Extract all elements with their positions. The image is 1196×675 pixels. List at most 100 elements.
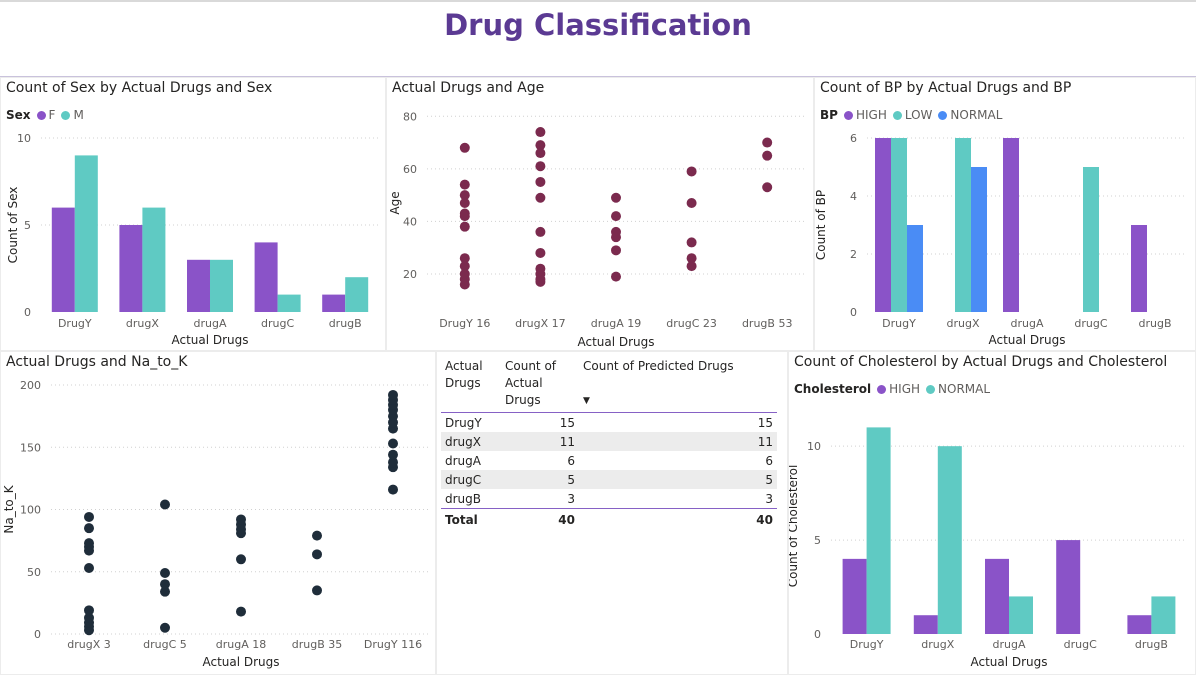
scatter-point[interactable]: [84, 612, 94, 623]
panel-drug-table[interactable]: Actual Drugs Count of Actual Drugs Count…: [436, 351, 788, 675]
scatter-point[interactable]: [236, 606, 246, 617]
scatter-point[interactable]: [459, 179, 470, 190]
scatter-point[interactable]: [686, 253, 697, 264]
scatter-point[interactable]: [459, 221, 470, 232]
scatter-point[interactable]: [762, 137, 773, 148]
scatter-point[interactable]: [84, 511, 94, 522]
scatter-point[interactable]: [388, 457, 398, 468]
bar-low-drugx[interactable]: [955, 138, 971, 312]
scatter-point[interactable]: [388, 449, 398, 460]
scatter-point[interactable]: [535, 176, 546, 187]
bar-high-drugx[interactable]: [913, 615, 938, 634]
bar-high-drugy[interactable]: [875, 138, 891, 312]
y-tick-label: 6: [850, 132, 857, 145]
legend-item-high[interactable]: HIGH: [877, 382, 920, 396]
legend-item-normal[interactable]: NORMAL: [926, 382, 990, 396]
bar-normal-drugx[interactable]: [971, 167, 987, 312]
bar-m-druga[interactable]: [210, 259, 233, 312]
col-header-count-actual[interactable]: Count of Actual Drugs: [505, 359, 557, 407]
scatter-point[interactable]: [84, 563, 94, 574]
bar-high-druga[interactable]: [1003, 138, 1019, 312]
scatter-point[interactable]: [611, 192, 621, 203]
bar-high-drugb[interactable]: [1131, 225, 1147, 312]
col-header-count-predicted[interactable]: Count of Predicted Drugs ▼: [579, 356, 777, 413]
scatter-point[interactable]: [459, 190, 470, 201]
scatter-point[interactable]: [160, 586, 170, 597]
panel-nak-chart[interactable]: Actual Drugs and Na_to_K 0 50 100 150 200 dru…: [0, 351, 436, 675]
scatter-point[interactable]: [535, 247, 546, 258]
scatter-point[interactable]: [459, 142, 470, 153]
bar-m-drugx[interactable]: [142, 207, 166, 312]
scatter-point[interactable]: [535, 192, 546, 203]
scatter-point[interactable]: [84, 605, 94, 616]
bar-normal-drugb[interactable]: [1151, 596, 1176, 634]
scatter-point[interactable]: [459, 253, 470, 264]
bar-f-drugb[interactable]: [322, 294, 346, 312]
scatter-point[interactable]: [535, 161, 546, 172]
bar-high-druga[interactable]: [985, 558, 1009, 634]
scatter-point[interactable]: [160, 579, 170, 590]
scatter-point[interactable]: [535, 127, 546, 138]
scatter-point[interactable]: [84, 523, 94, 534]
panel-bp-chart[interactable]: Count of BP by Actual Drugs and BP BP HI…: [814, 77, 1196, 351]
scatter-point[interactable]: [611, 245, 621, 256]
scatter-point[interactable]: [459, 268, 470, 279]
scatter-point[interactable]: [312, 530, 322, 541]
scatter-point[interactable]: [160, 499, 170, 510]
scatter-point[interactable]: [84, 538, 94, 549]
scatter-point[interactable]: [160, 622, 170, 633]
scatter-point[interactable]: [611, 211, 621, 222]
scatter-point[interactable]: [535, 140, 546, 151]
legend-item-low[interactable]: LOW: [892, 108, 932, 122]
scatter-point[interactable]: [611, 226, 621, 237]
y-tick-label: 5: [24, 219, 31, 232]
scatter-point[interactable]: [312, 585, 322, 596]
scatter-point[interactable]: [459, 198, 470, 208]
scatter-point[interactable]: [459, 261, 470, 272]
scatter-point[interactable]: [535, 263, 546, 274]
scatter-point[interactable]: [535, 148, 546, 159]
scatter-point[interactable]: [459, 208, 470, 219]
scatter-point[interactable]: [535, 226, 546, 237]
bar-normal-drugy[interactable]: [866, 427, 891, 634]
y-tick-label: 10: [17, 132, 31, 145]
bar-high-drugc[interactable]: [1056, 540, 1081, 634]
legend-item-normal[interactable]: NORMAL: [938, 108, 1002, 122]
scatter-point[interactable]: [388, 438, 398, 449]
scatter-point[interactable]: [611, 271, 621, 282]
scatter-point[interactable]: [686, 261, 697, 272]
sort-desc-icon[interactable]: ▼: [583, 396, 590, 406]
panel-cholesterol-chart[interactable]: Count of Cholesterol by Actual Drugs and…: [788, 351, 1196, 675]
bar-low-drugy[interactable]: [891, 138, 907, 312]
bar-f-drugc[interactable]: [254, 242, 278, 312]
bar-normal-druga[interactable]: [1009, 596, 1033, 634]
scatter-point[interactable]: [388, 389, 398, 400]
legend-item-high[interactable]: HIGH: [843, 108, 887, 122]
legend-item-f[interactable]: F: [36, 108, 55, 122]
bar-f-drugx[interactable]: [119, 225, 143, 312]
col-header-actual-drugs[interactable]: Actual Drugs: [445, 359, 483, 390]
scatter-point[interactable]: [762, 182, 773, 193]
scatter-point[interactable]: [160, 567, 170, 578]
bar-normal-drugy[interactable]: [907, 225, 923, 312]
scatter-point[interactable]: [686, 237, 697, 248]
bar-high-drugy[interactable]: [842, 558, 867, 634]
scatter-point[interactable]: [686, 166, 697, 177]
scatter-point[interactable]: [762, 150, 773, 161]
scatter-point[interactable]: [236, 554, 246, 565]
scatter-point[interactable]: [686, 198, 697, 208]
bar-m-drugy[interactable]: [74, 155, 98, 312]
bar-m-drugc[interactable]: [277, 294, 301, 312]
panel-sex-chart[interactable]: Count of Sex by Actual Drugs and Sex Sex…: [0, 77, 386, 351]
scatter-point[interactable]: [236, 514, 246, 525]
bar-f-drugy[interactable]: [51, 207, 75, 312]
bar-low-drugc[interactable]: [1083, 167, 1099, 312]
bar-f-druga[interactable]: [187, 259, 210, 312]
scatter-point[interactable]: [388, 484, 398, 495]
bar-high-drugb[interactable]: [1127, 615, 1152, 634]
legend-item-m[interactable]: M: [61, 108, 84, 122]
panel-age-chart[interactable]: Actual Drugs and Age 20 40 60 80 DrugY 16 dru…: [386, 77, 814, 351]
scatter-point[interactable]: [312, 549, 322, 560]
bar-m-drugb[interactable]: [345, 277, 369, 312]
bar-normal-drugx[interactable]: [937, 446, 962, 634]
